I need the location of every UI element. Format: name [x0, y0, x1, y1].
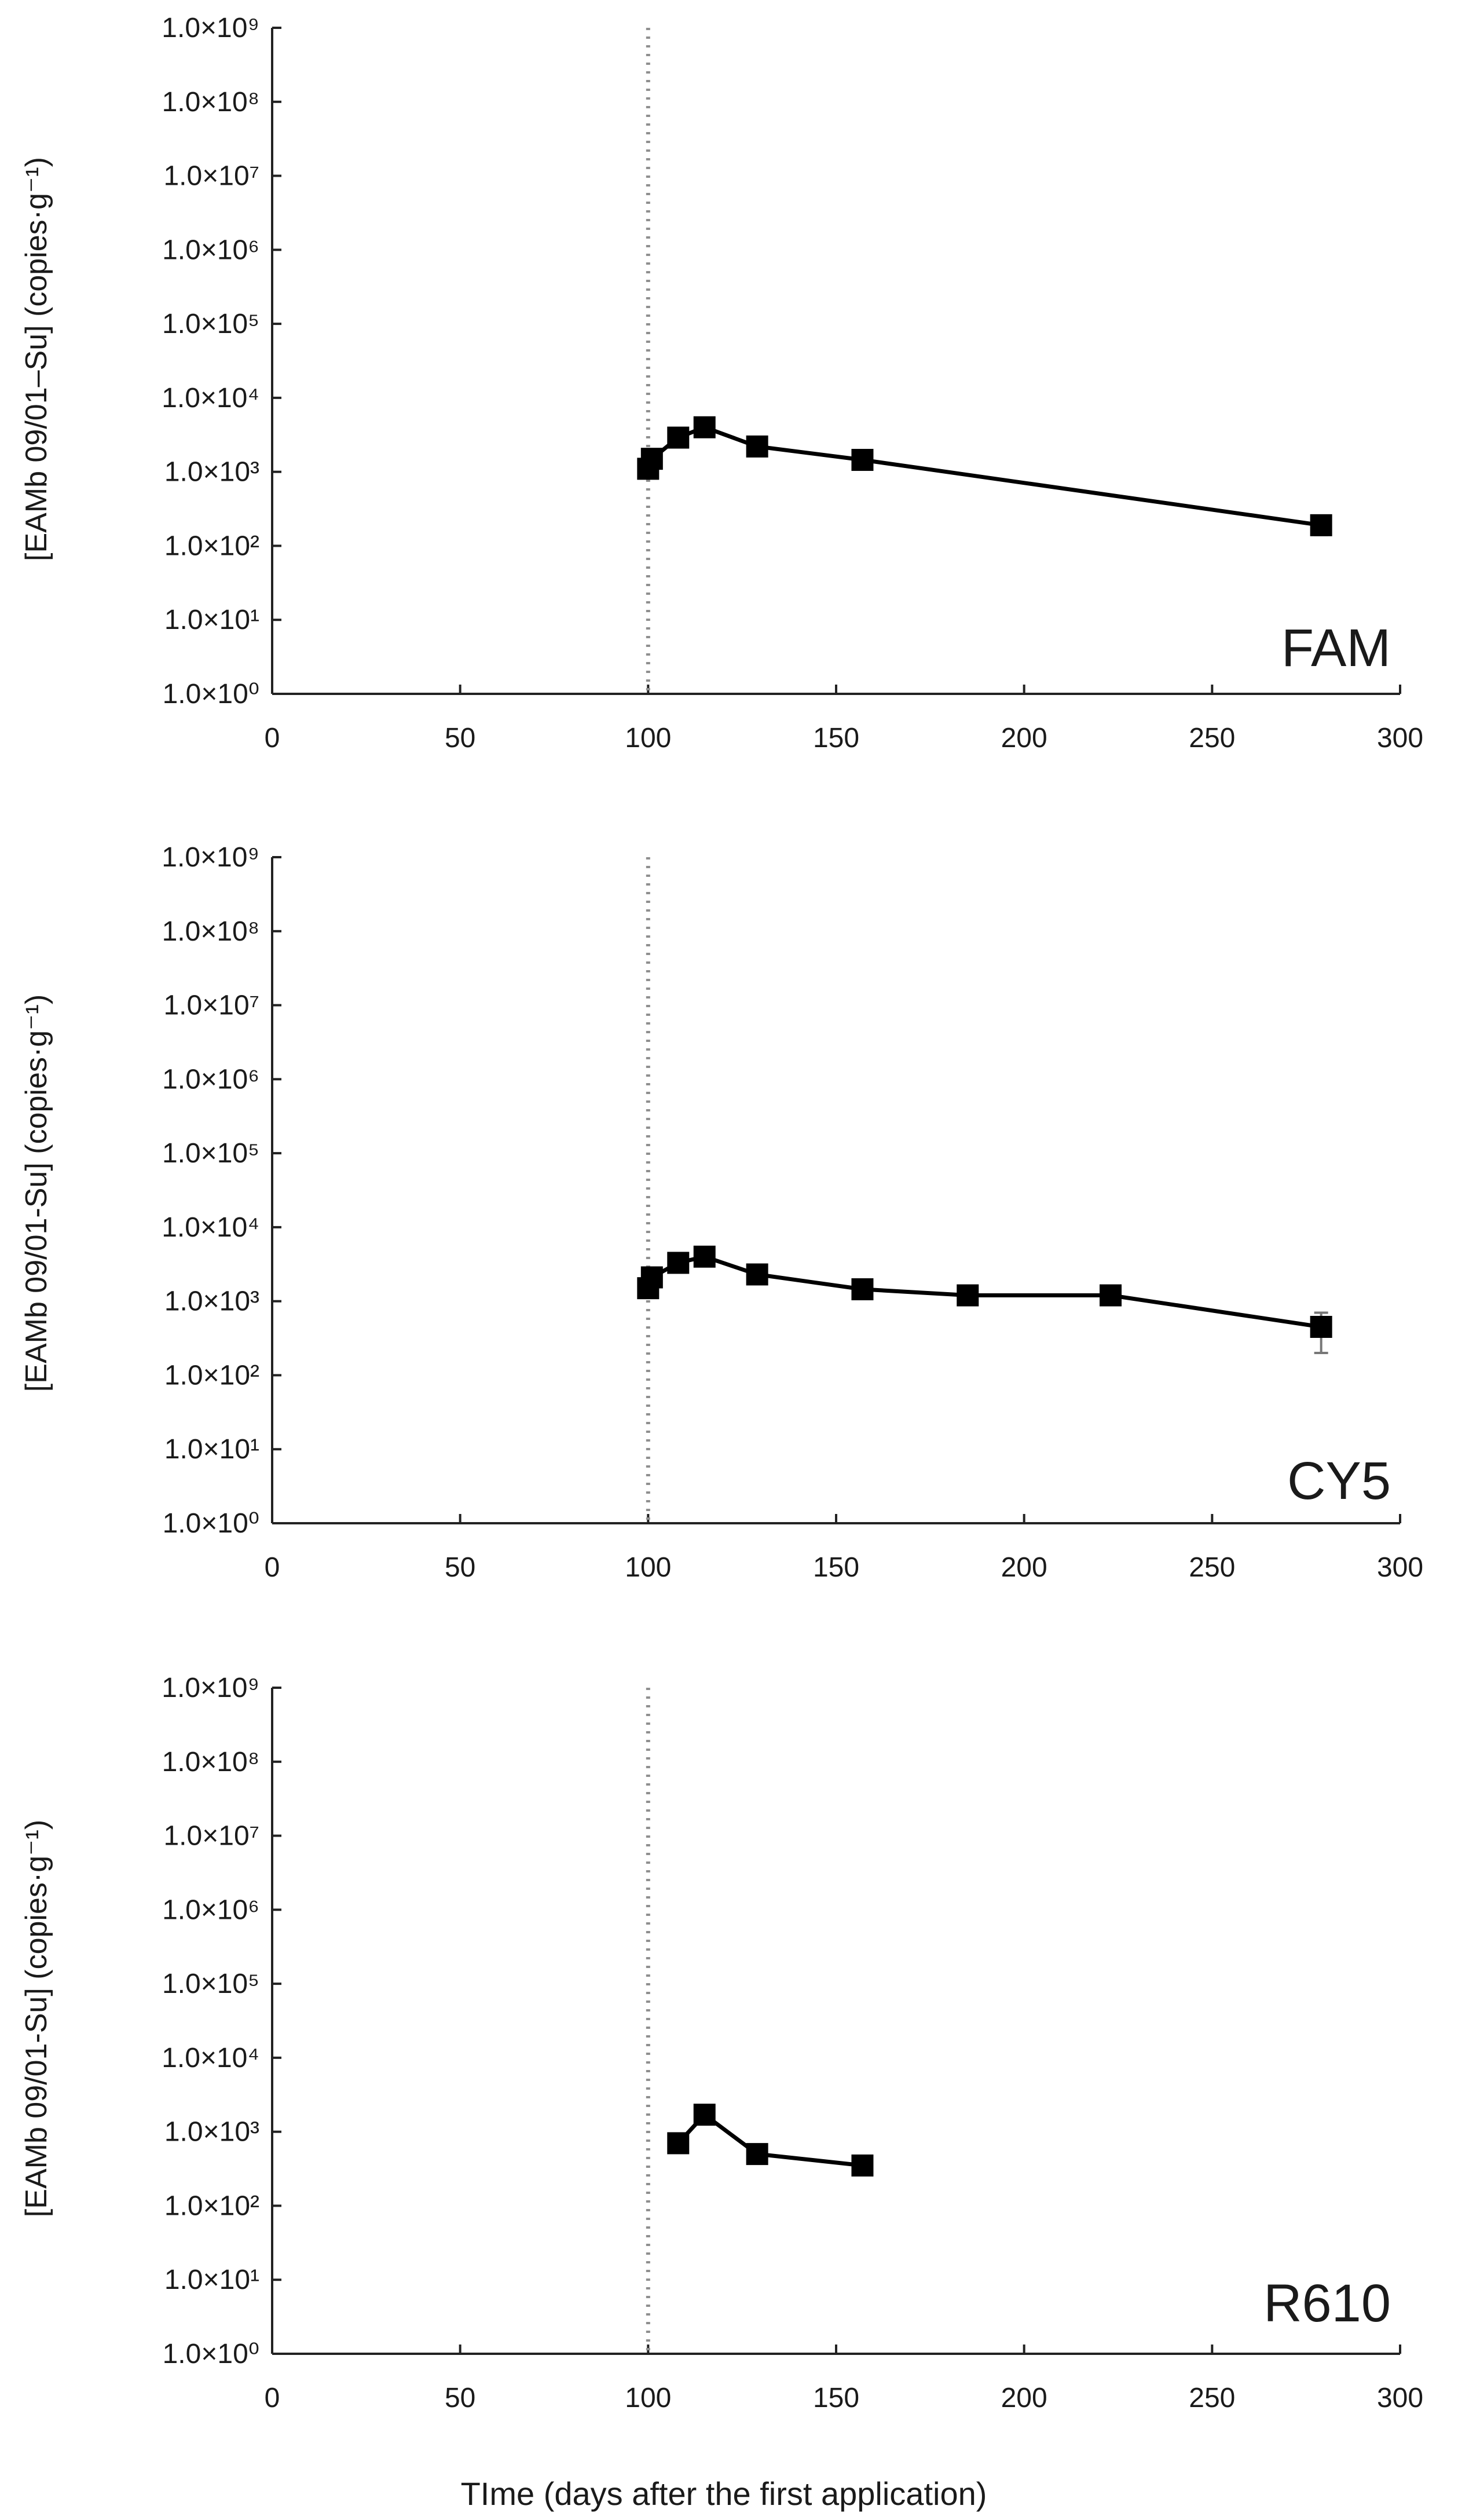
data-point: [640, 1266, 663, 1289]
panel-label: R610: [1263, 2274, 1391, 2333]
y-tick-label: 1.0×10⁹: [162, 1673, 259, 1703]
data-point: [640, 448, 663, 470]
y-tick-label: 1.0×10⁰: [163, 679, 259, 709]
x-tick-label: 250: [1189, 1552, 1235, 1583]
y-tick-label: 1.0×10⁵: [162, 1969, 259, 1999]
y-tick-label: 1.0×10⁸: [162, 87, 259, 118]
y-tick-label: 1.0×10²: [164, 1360, 259, 1391]
y-tick-label: 1.0×10⁶: [162, 1894, 259, 1925]
x-tick-label: 50: [445, 2383, 475, 2413]
data-point: [851, 449, 874, 471]
y-tick-label: 1.0×10³: [164, 2117, 259, 2148]
y-tick-label: 1.0×10³: [164, 457, 259, 488]
panel-fam: [EAMb 09/01–Su] (copies·g⁻¹) FAM 1.0×10⁰…: [20, 13, 1423, 754]
y-tick-label: 1.0×10⁸: [162, 916, 259, 947]
x-tick-label: 200: [1001, 723, 1047, 754]
y-tick-label: 1.0×10⁹: [162, 842, 259, 873]
y-axis-label: [EAMb 09/01–Su] (copies·g⁻¹): [20, 157, 53, 561]
y-tick-label: 1.0×10⁵: [162, 309, 259, 339]
y-tick-label: 1.0×10¹: [164, 605, 259, 635]
x-tick-label: 200: [1001, 2383, 1047, 2413]
data-point: [1100, 1284, 1122, 1307]
x-tick-label: 300: [1377, 723, 1423, 754]
x-tick-label: 0: [265, 723, 280, 754]
series-line: [676, 2112, 863, 2168]
x-tick-label: 50: [445, 1552, 475, 1583]
y-tick-label: 1.0×10⁴: [162, 383, 259, 414]
panel-r610: [EAMb 09/01-Su] (copies·g⁻¹) R610 1.0×10…: [20, 1673, 1423, 2413]
y-tick-label: 1.0×10²: [164, 2190, 259, 2221]
data-point: [746, 435, 768, 458]
y-axis-label: [EAMb 09/01-Su] (copies·g⁻¹): [20, 1820, 53, 2217]
data-point: [1310, 1315, 1332, 1338]
x-tick-label: 200: [1001, 1552, 1047, 1583]
data-point: [746, 2143, 768, 2166]
panel-marks: 1.0×10⁰ 1.0×10¹ 1.0×10² 1.0×10³ 1.0×10⁴ 1.0×1…: [162, 13, 1423, 754]
x-tick-label: 250: [1189, 2383, 1235, 2413]
data-point: [693, 416, 716, 438]
y-tick-label: 1.0×10⁰: [163, 1508, 259, 1539]
y-tick-label: 1.0×10¹: [164, 1434, 259, 1465]
data-point: [667, 1252, 690, 1274]
x-tick-label: 250: [1189, 723, 1235, 754]
data-point: [1310, 514, 1332, 536]
x-tick-label: 150: [813, 1552, 859, 1583]
y-tick-label: 1.0×10¹: [164, 2265, 259, 2295]
x-tick-label: 100: [625, 1552, 671, 1583]
x-tick-label: 100: [625, 2383, 671, 2413]
panel-label: FAM: [1281, 619, 1391, 678]
y-tick-label: 1.0×10⁶: [162, 235, 259, 265]
x-axis-label: TIme (days after the first application): [461, 2475, 987, 2512]
panel-marks: 1.0×10⁰ 1.0×10¹ 1.0×10² 1.0×10³ 1.0×10⁴ 1.0×1…: [162, 1673, 1423, 2413]
data-point: [851, 2154, 874, 2177]
x-tick-label: 150: [813, 723, 859, 754]
data-point: [693, 2104, 716, 2126]
x-tick-label: 150: [813, 2383, 859, 2413]
x-tick-label: 300: [1377, 2383, 1423, 2413]
y-tick-label: 1.0×10⁵: [162, 1138, 259, 1169]
data-point: [667, 426, 690, 449]
y-axis-label: [EAMb 09/01-Su] (copies·g⁻¹): [20, 994, 53, 1392]
data-point: [693, 1245, 716, 1268]
y-tick-label: 1.0×10⁷: [163, 990, 259, 1021]
y-tick-label: 1.0×10⁹: [162, 13, 259, 43]
panel-cy5: [EAMb 09/01-Su] (copies·g⁻¹) CY5 1.0×10⁰…: [20, 842, 1423, 1583]
x-tick-label: 0: [265, 2383, 280, 2413]
y-tick-label: 1.0×10⁷: [163, 161, 259, 192]
panel-label: CY5: [1287, 1451, 1391, 1510]
y-tick-label: 1.0×10⁴: [162, 2043, 259, 2073]
x-tick-label: 300: [1377, 1552, 1423, 1583]
data-point: [667, 2132, 690, 2155]
y-tick-label: 1.0×10⁶: [162, 1064, 259, 1095]
x-tick-label: 100: [625, 723, 671, 754]
panel-marks: 1.0×10⁰ 1.0×10¹ 1.0×10² 1.0×10³ 1.0×10⁴ 1.0×1…: [162, 842, 1423, 1583]
data-point: [746, 1263, 768, 1286]
y-tick-label: 1.0×10⁸: [162, 1747, 259, 1777]
data-point: [957, 1284, 979, 1307]
y-tick-label: 1.0×10⁴: [162, 1212, 259, 1243]
y-tick-label: 1.0×10⁷: [163, 1821, 259, 1852]
x-tick-label: 0: [265, 1552, 280, 1583]
data-point: [851, 1278, 874, 1301]
x-tick-label: 50: [445, 723, 475, 754]
y-tick-label: 1.0×10⁰: [163, 2339, 259, 2369]
y-tick-label: 1.0×10²: [164, 531, 259, 561]
y-tick-label: 1.0×10³: [164, 1286, 259, 1317]
